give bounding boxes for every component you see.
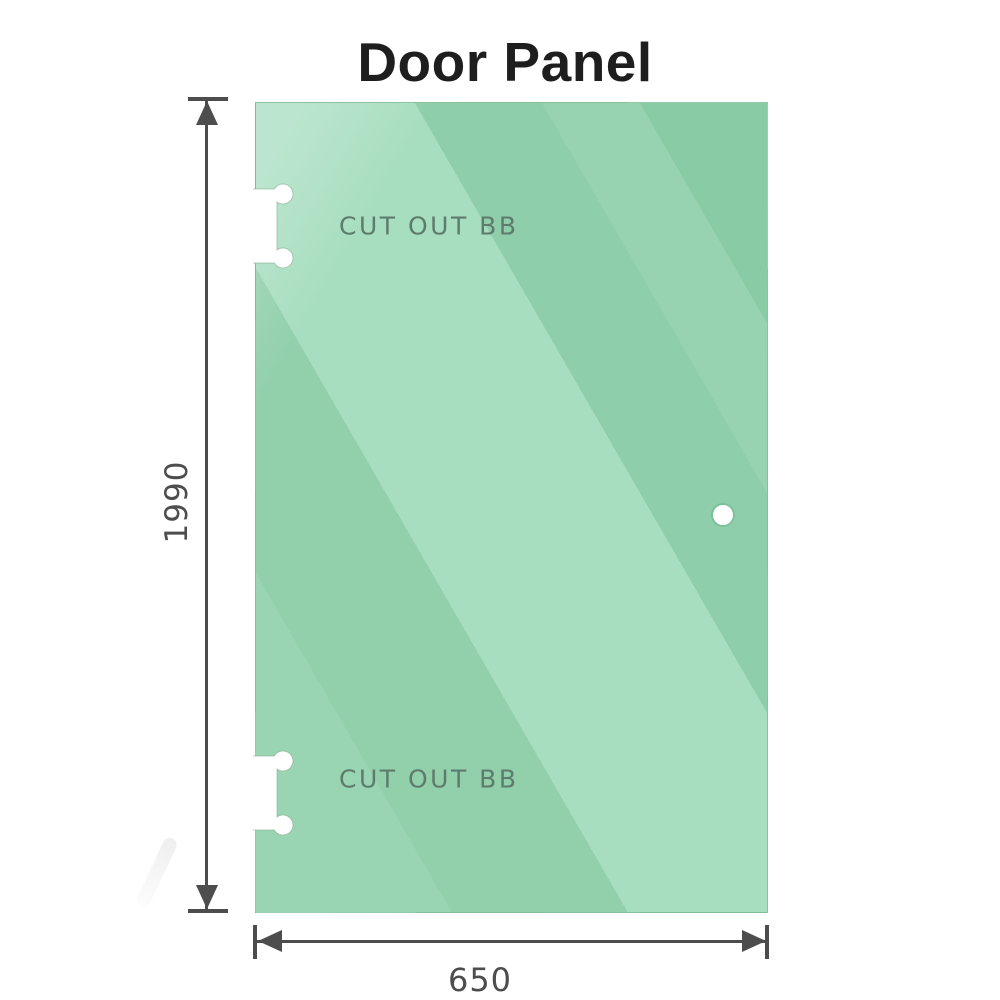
arrow-right-icon [742, 930, 766, 952]
cutout-label-bottom: CUT OUT BB [339, 764, 519, 794]
hinge-cutout-top-icon [253, 183, 294, 269]
glass-panel: CUT OUT BB CUT OUT BB [253, 102, 768, 913]
arrow-down-icon [196, 885, 218, 909]
height-dimension-bottom-cap [188, 909, 228, 913]
arrow-left-icon [258, 930, 282, 952]
cutout-label-top: CUT OUT BB [339, 211, 519, 241]
height-dimension-label: 1990 [159, 460, 195, 544]
width-dimension-left-tick [253, 925, 257, 959]
hinge-cutout-bottom-icon [253, 750, 294, 836]
height-dimension-line [205, 101, 208, 909]
handle-hole [711, 503, 735, 527]
height-dimension-top-cap [188, 97, 228, 101]
width-dimension-label: 650 [447, 961, 513, 999]
page-title: Door Panel [357, 31, 653, 93]
background-smudge [135, 835, 179, 909]
arrow-up-icon [196, 101, 218, 125]
width-dimension-right-tick [765, 925, 769, 959]
width-dimension-line [257, 940, 765, 943]
